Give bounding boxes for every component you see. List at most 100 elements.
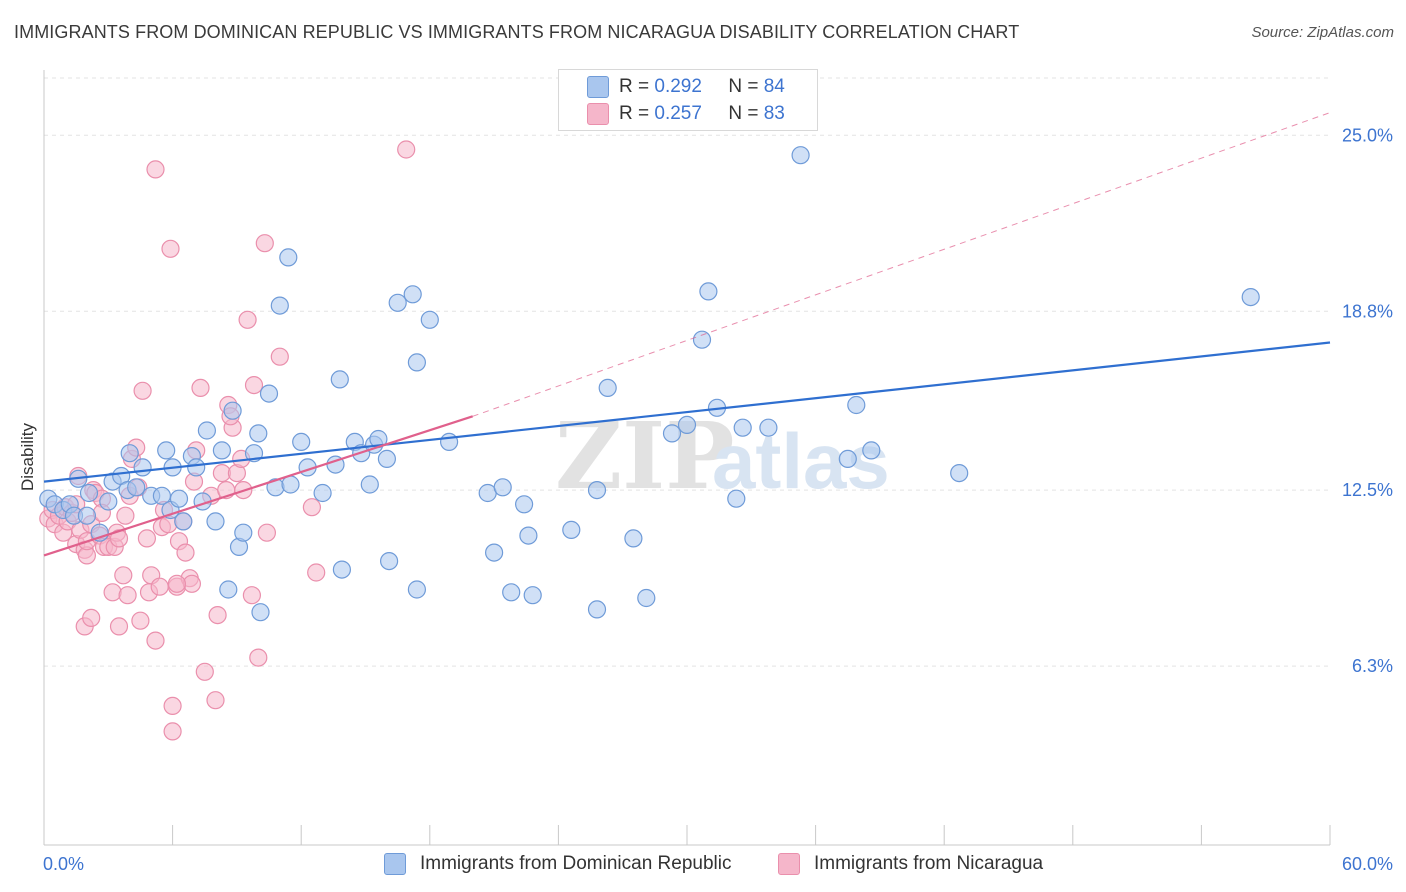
data-point [79,483,99,503]
data-point [187,458,206,477]
data-point [692,330,712,349]
data-point [157,441,176,460]
data-point [191,378,210,397]
data-point [206,691,225,710]
trend-line-dominican [43,341,1331,483]
trend-line-nicaragua-extension [472,112,1331,417]
data-point [1241,288,1260,307]
data-point [270,296,289,315]
data-point [244,376,264,395]
data-point [163,722,182,741]
data-point [197,421,216,440]
bottom-legend-item-nicaragua: Immigrants from Nicaragua [778,850,1043,878]
data-point [219,580,238,599]
data-point [847,395,866,415]
y-tick-label: 18.8% [1342,301,1393,321]
legend-n-label: N = [728,103,759,124]
legend: R = 0.292 N = 84 R = 0.257 N = 83 [558,69,818,131]
data-point [440,432,459,451]
data-point [397,140,416,159]
data-point [167,574,186,593]
data-point [114,566,133,585]
data-point [733,418,752,437]
data-point [133,458,152,477]
data-point [598,378,617,397]
chart-title: IMMIGRANTS FROM DOMINICAN REPUBLIC VS IM… [14,22,1020,42]
bottom-legend-swatch-pink [778,853,800,875]
data-point [332,560,351,579]
data-point [587,481,607,500]
data-point [195,662,214,681]
legend-n-label: N = [728,76,759,97]
data-point [116,506,135,525]
legend-swatch-pink [587,103,609,125]
data-point [120,444,139,463]
x-tick-label-min: 0.0% [43,854,84,874]
data-point [281,475,300,494]
data-point [377,449,396,468]
data-point [146,160,165,179]
bottom-legend-label: Immigrants from Dominican Republic [420,853,732,874]
data-point [176,543,195,562]
legend-r-value: 0.292 [654,76,702,97]
data-point [677,415,697,434]
data-point [330,370,349,389]
bottom-legend-swatch-blue [384,853,406,875]
data-point [238,310,257,329]
data-point [624,529,643,548]
legend-n-value: 84 [763,76,785,97]
data-point [519,526,538,545]
data-point [118,586,137,605]
data-point [360,475,379,494]
data-point [514,495,534,514]
data-point [493,478,512,497]
data-point [109,617,129,636]
legend-r-value: 0.257 [654,103,702,124]
trend-lines [43,112,1331,557]
x-tick-label-max: 60.0% [1342,854,1393,874]
data-point [407,353,426,372]
trend-line-nicaragua [43,415,474,557]
data-point [562,520,581,540]
data-point [249,648,268,667]
data-point [388,293,407,312]
data-point [255,234,274,253]
data-point [109,529,129,548]
data-point [249,424,268,443]
data-point [699,282,718,301]
data-point [950,464,969,483]
data-point [174,512,193,531]
data-point [242,586,261,605]
data-point [208,605,227,625]
data-point [313,483,332,503]
data-point [131,611,150,630]
y-tick-label: 25.0% [1342,125,1393,145]
data-point [150,577,169,596]
legend-r-label: R = [619,76,650,97]
data-point [223,401,242,420]
data-point [637,588,656,608]
data-point [259,384,279,403]
data-point [727,489,746,508]
data-point [127,478,146,497]
data-point [270,347,289,366]
data-point [380,551,399,571]
data-point [163,696,182,716]
source-label: Source: ZipAtlas.com [1251,24,1394,41]
tick-labels: 6.3% 12.5% 18.8% 25.0% 0.0% 60.0% [43,125,1393,874]
watermark: ZIP atlas [555,402,890,510]
data-point [292,432,311,451]
data-point [403,285,422,304]
legend-swatch-blue [587,76,609,98]
data-point [133,381,152,400]
data-point [161,239,180,258]
data-point [137,529,156,548]
data-point [82,608,101,628]
y-axis-label: Disability [18,422,37,491]
bottom-legend-label: Immigrants from Nicaragua [814,853,1044,874]
data-point [146,631,165,650]
data-point [234,523,253,542]
watermark-zip: ZIP [555,402,734,510]
data-point [279,248,298,267]
